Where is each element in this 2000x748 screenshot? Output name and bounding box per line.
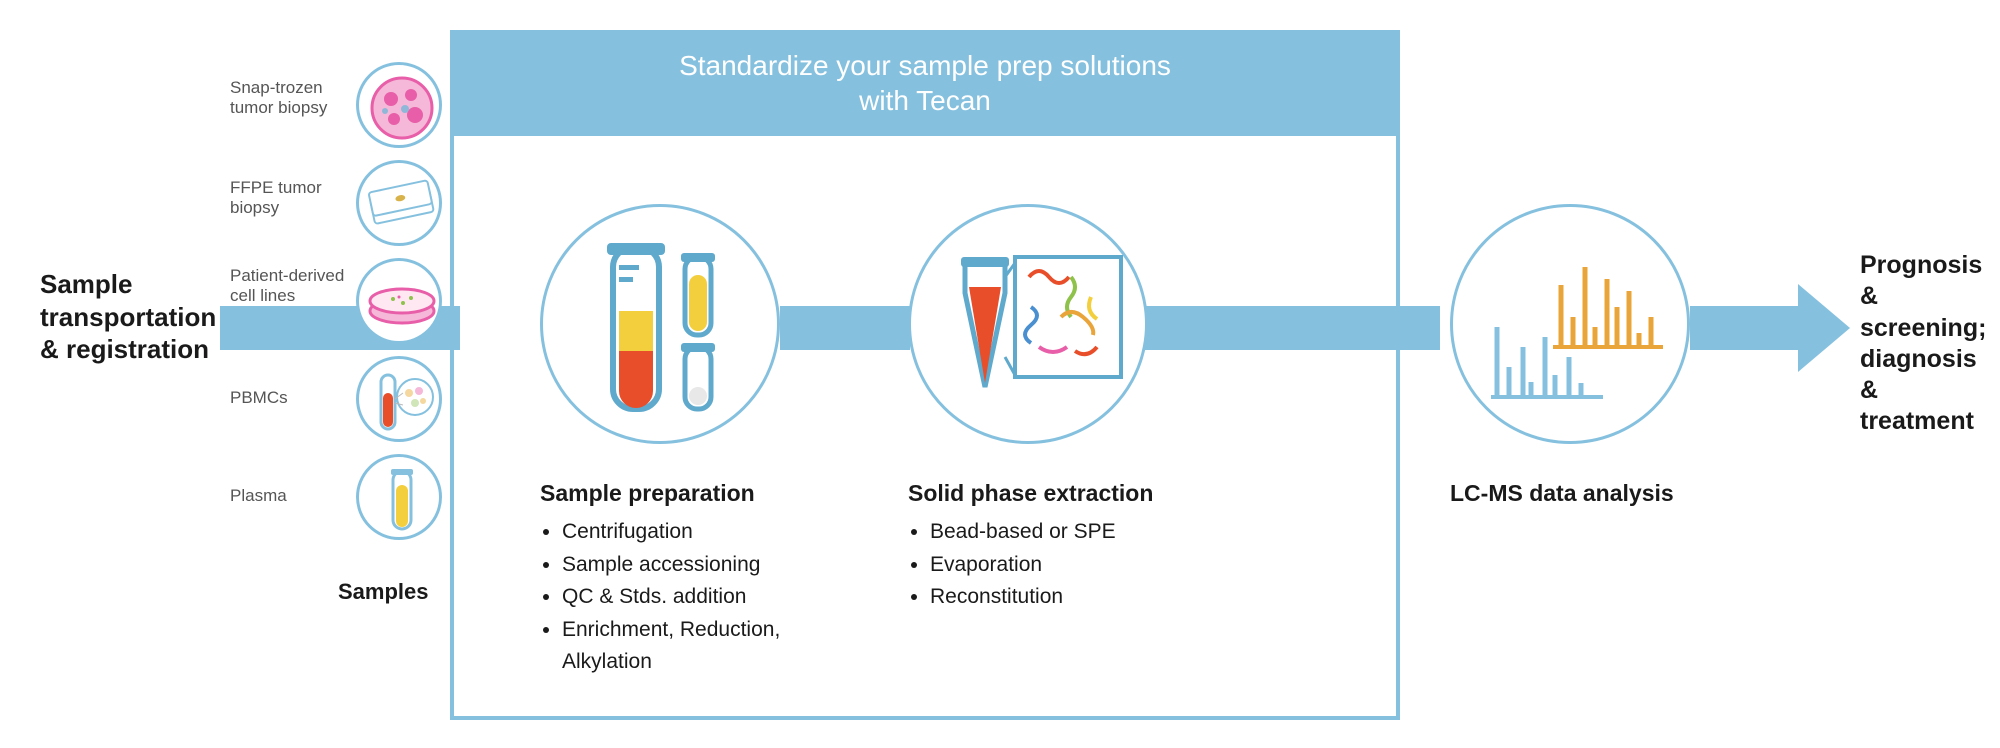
bullet: Centrifugation xyxy=(562,516,860,549)
sample-label-1: FFPE tumor biopsy xyxy=(230,178,350,219)
samples-heading: Samples xyxy=(338,578,429,606)
dish-icon xyxy=(359,261,445,347)
sample-circle-slide xyxy=(356,160,442,246)
slide-icon xyxy=(359,163,445,249)
pbmc-icon xyxy=(359,359,445,445)
proteins-icon xyxy=(911,207,1151,447)
stage-circle-lcms xyxy=(1450,204,1690,444)
sample-label-2: Patient-derived cell lines xyxy=(230,266,350,307)
bullet: Bead-based or SPE xyxy=(930,516,1208,549)
bullet: Enrichment, Reduction, Alkylation xyxy=(562,614,860,679)
stage-title-0: Sample preparation xyxy=(540,480,755,507)
flow-arrow-head xyxy=(1798,284,1850,372)
stage-circle-spe xyxy=(908,204,1148,444)
plasma-icon xyxy=(359,457,445,543)
main-box-banner: Standardize your sample prep solutions w… xyxy=(454,34,1396,136)
sample-label-0: Snap-trozen tumor biopsy xyxy=(230,78,350,119)
left-stage-label: Sample transportation & registration xyxy=(40,268,216,366)
sample-circle-plasma xyxy=(356,454,442,540)
bullet: Evaporation xyxy=(930,549,1208,582)
sample-label-3: PBMCs xyxy=(230,388,350,408)
bullet: QC & Stds. addition xyxy=(562,581,860,614)
stage-title-2: LC-MS data analysis xyxy=(1450,480,1674,507)
tubes-icon xyxy=(543,207,783,447)
spectrum-icon xyxy=(1453,207,1693,447)
right-stage-label: Prognosis & screening; diagnosis & treat… xyxy=(1860,250,2000,438)
stage-circle-prep xyxy=(540,204,780,444)
stage-title-1: Solid phase extraction xyxy=(908,480,1153,507)
sample-circle-pbmc xyxy=(356,356,442,442)
stage-bullets-1: Bead-based or SPE Evaporation Reconstitu… xyxy=(908,516,1208,614)
flow-arrow-seg-4 xyxy=(1690,306,1800,350)
sample-circle-dish xyxy=(356,258,442,344)
bullet: Reconstitution xyxy=(930,581,1208,614)
stage-bullets-0: Centrifugation Sample accessioning QC & … xyxy=(540,516,860,679)
tumor-icon xyxy=(359,65,445,151)
sample-label-4: Plasma xyxy=(230,486,350,506)
sample-circle-tumor xyxy=(356,62,442,148)
bullet: Sample accessioning xyxy=(562,549,860,582)
